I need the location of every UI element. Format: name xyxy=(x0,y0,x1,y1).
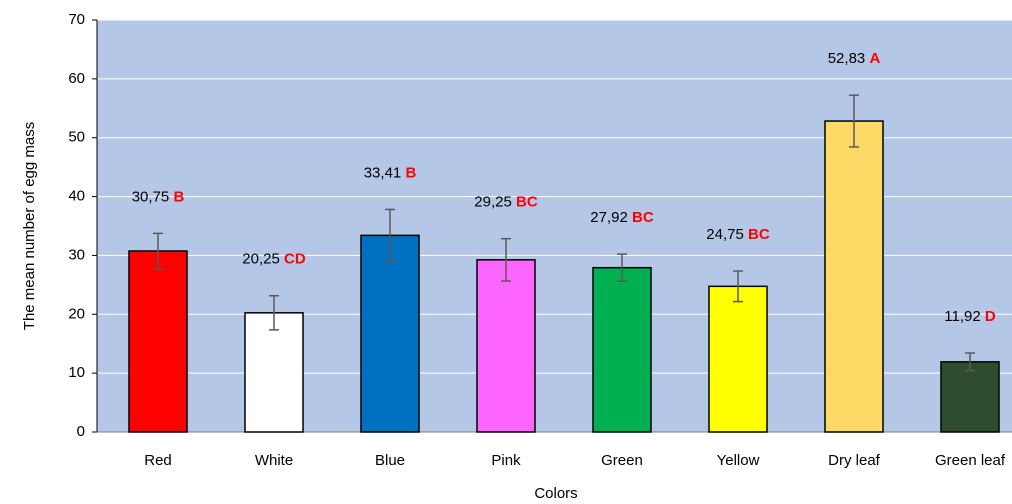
error-bar xyxy=(153,232,163,270)
y-tick-label: 60 xyxy=(68,70,85,87)
bar xyxy=(244,312,304,433)
y-tick-label: 40 xyxy=(68,188,85,205)
bar xyxy=(708,285,768,433)
data-label: 29,25 BC xyxy=(474,194,538,211)
significance-letter: BC xyxy=(632,209,654,226)
error-bar xyxy=(965,352,975,372)
significance-letter: B xyxy=(173,188,184,205)
x-tick-label: Dry leaf xyxy=(828,452,881,469)
error-bar xyxy=(269,294,279,331)
value-label: 52,83 xyxy=(828,50,866,67)
y-tick-label: 50 xyxy=(68,129,85,146)
significance-letter: CD xyxy=(284,251,306,268)
y-axis-title: The mean number of egg mass xyxy=(21,122,38,330)
data-label: 27,92 BC xyxy=(590,209,654,226)
error-bar xyxy=(733,270,743,303)
significance-letter: A xyxy=(869,50,880,67)
value-label: 11,92 xyxy=(944,308,980,325)
data-label: 30,75 B xyxy=(132,188,185,205)
x-tick-label: Green leaf xyxy=(935,452,1006,469)
data-label: 11,92 D xyxy=(944,308,996,325)
x-tick-label: Blue xyxy=(375,452,405,469)
value-label: 33,41 xyxy=(364,164,402,181)
bar xyxy=(128,250,188,433)
y-tick-label: 30 xyxy=(68,246,85,263)
value-label: 20,25 xyxy=(242,251,280,268)
bar xyxy=(360,234,420,433)
error-bar xyxy=(501,237,511,282)
y-tick-label: 10 xyxy=(68,364,85,381)
error-bar xyxy=(617,253,627,282)
y-tick-label: 0 xyxy=(77,423,85,440)
data-label: 52,83 A xyxy=(828,50,881,67)
significance-letter: BC xyxy=(748,226,770,243)
data-label: 24,75 BC xyxy=(706,226,770,243)
x-tick-label: Green xyxy=(601,452,643,469)
significance-letter: B xyxy=(405,164,416,181)
y-tick-label: 20 xyxy=(68,305,85,322)
x-tick-label: White xyxy=(255,452,293,469)
error-bar xyxy=(385,208,395,263)
x-tick-label: Red xyxy=(144,452,172,469)
data-label: 20,25 CD xyxy=(242,251,306,268)
bar xyxy=(940,361,1000,433)
value-label: 27,92 xyxy=(590,209,628,226)
x-tick-label: Yellow xyxy=(717,452,760,469)
bar xyxy=(824,120,884,433)
value-label: 30,75 xyxy=(132,188,170,205)
data-label: 33,41 B xyxy=(364,164,417,181)
value-label: 29,25 xyxy=(474,194,512,211)
significance-letter: BC xyxy=(516,194,538,211)
bar xyxy=(476,259,536,433)
bar xyxy=(592,266,652,433)
x-tick-label: Pink xyxy=(491,452,521,469)
y-tick-label: 70 xyxy=(68,11,85,28)
x-axis-title: Colors xyxy=(534,485,577,502)
value-label: 24,75 xyxy=(706,226,744,243)
significance-letter: D xyxy=(985,308,996,325)
error-bar xyxy=(849,94,859,148)
